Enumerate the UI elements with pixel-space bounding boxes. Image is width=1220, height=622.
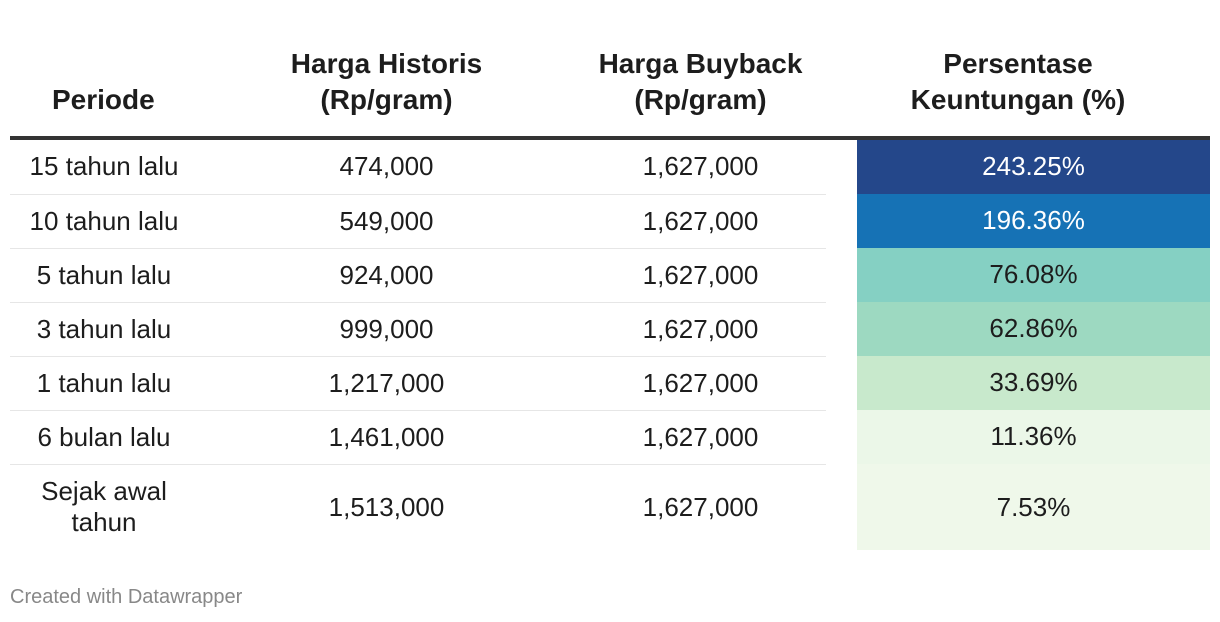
cell-periode: 15 tahun lalu xyxy=(10,138,198,195)
cell-periode: 5 tahun lalu xyxy=(10,248,198,303)
data-table-container: Periode Harga Historis (Rp/gram) Harga B… xyxy=(10,40,1210,550)
cell-harga-buyback: 1,627,000 xyxy=(575,248,826,303)
header-harga-buyback: Harga Buyback (Rp/gram) xyxy=(575,40,826,140)
cell-harga-buyback: 1,627,000 xyxy=(575,302,826,357)
footer-credit: Created with Datawrapper xyxy=(10,586,243,608)
heatmap-cell: 7.53% xyxy=(857,464,1210,550)
cell-harga-historis: 1,513,000 xyxy=(328,491,445,522)
cell-persentase-keuntungan: 33.69% xyxy=(826,356,1210,410)
table-row: 15 tahun lalu 474,000 1,627,000 243.25% xyxy=(10,138,1210,195)
cell-harga-historis: 474,000 xyxy=(198,138,575,195)
heatmap-cell: 33.69% xyxy=(857,356,1210,410)
cell-harga-historis: 1,217,000 xyxy=(198,356,575,411)
heatmap-cell: 243.25% xyxy=(857,140,1210,194)
cell-periode: 3 tahun lalu xyxy=(10,302,198,357)
header-harga-historis: Harga Historis (Rp/gram) xyxy=(198,40,575,140)
table-row: 10 tahun lalu 549,000 1,627,000 196.36% xyxy=(10,194,1210,249)
table-row: Sejak awal tahun 1,513,000 1,627,000 7.53% xyxy=(10,464,1210,550)
cell-harga-buyback: 1,627,000 xyxy=(575,356,826,411)
heatmap-cell: 11.36% xyxy=(857,410,1210,464)
gold-price-table: Periode Harga Historis (Rp/gram) Harga B… xyxy=(10,40,1210,550)
cell-periode: 6 bulan lalu xyxy=(10,410,198,465)
table-row: 1 tahun lalu 1,217,000 1,627,000 33.69% xyxy=(10,356,1210,411)
cell-persentase-keuntungan: 62.86% xyxy=(826,302,1210,356)
table-body: 15 tahun lalu 474,000 1,627,000 243.25% 10 t… xyxy=(10,138,1210,550)
heatmap-cell: 196.36% xyxy=(857,194,1210,248)
cell-harga-buyback: 1,627,000 xyxy=(642,491,759,522)
cell-harga-historis: 549,000 xyxy=(198,194,575,249)
table-row: 5 tahun lalu 924,000 1,627,000 76.08% xyxy=(10,248,1210,303)
cell-persentase-keuntungan: 76.08% xyxy=(826,248,1210,302)
cell-periode: 10 tahun lalu xyxy=(10,194,198,249)
table-header: Periode Harga Historis (Rp/gram) Harga B… xyxy=(10,40,1210,140)
heatmap-cell: 76.08% xyxy=(857,248,1210,302)
table-row: 3 tahun lalu 999,000 1,627,000 62.86% xyxy=(10,302,1210,357)
cell-periode: Sejak awal tahun xyxy=(41,476,167,538)
cell-harga-buyback: 1,627,000 xyxy=(575,410,826,465)
header-row: Periode Harga Historis (Rp/gram) Harga B… xyxy=(10,40,1210,140)
header-periode: Periode xyxy=(10,40,198,140)
heatmap-cell: 62.86% xyxy=(857,302,1210,356)
cell-harga-buyback: 1,627,000 xyxy=(575,138,826,195)
cell-harga-historis: 1,461,000 xyxy=(198,410,575,465)
cell-persentase-keuntungan: 7.53% xyxy=(826,464,1210,550)
cell-harga-historis: 999,000 xyxy=(198,302,575,357)
cell-persentase-keuntungan: 11.36% xyxy=(826,410,1210,464)
cell-persentase-keuntungan: 196.36% xyxy=(826,194,1210,248)
cell-harga-buyback: 1,627,000 xyxy=(575,194,826,249)
cell-harga-historis: 924,000 xyxy=(198,248,575,303)
cell-periode: 1 tahun lalu xyxy=(10,356,198,411)
cell-persentase-keuntungan: 243.25% xyxy=(826,138,1210,194)
header-persentase-keuntungan: Persentase Keuntungan (%) xyxy=(826,40,1210,140)
table-row: 6 bulan lalu 1,461,000 1,627,000 11.36% xyxy=(10,410,1210,465)
